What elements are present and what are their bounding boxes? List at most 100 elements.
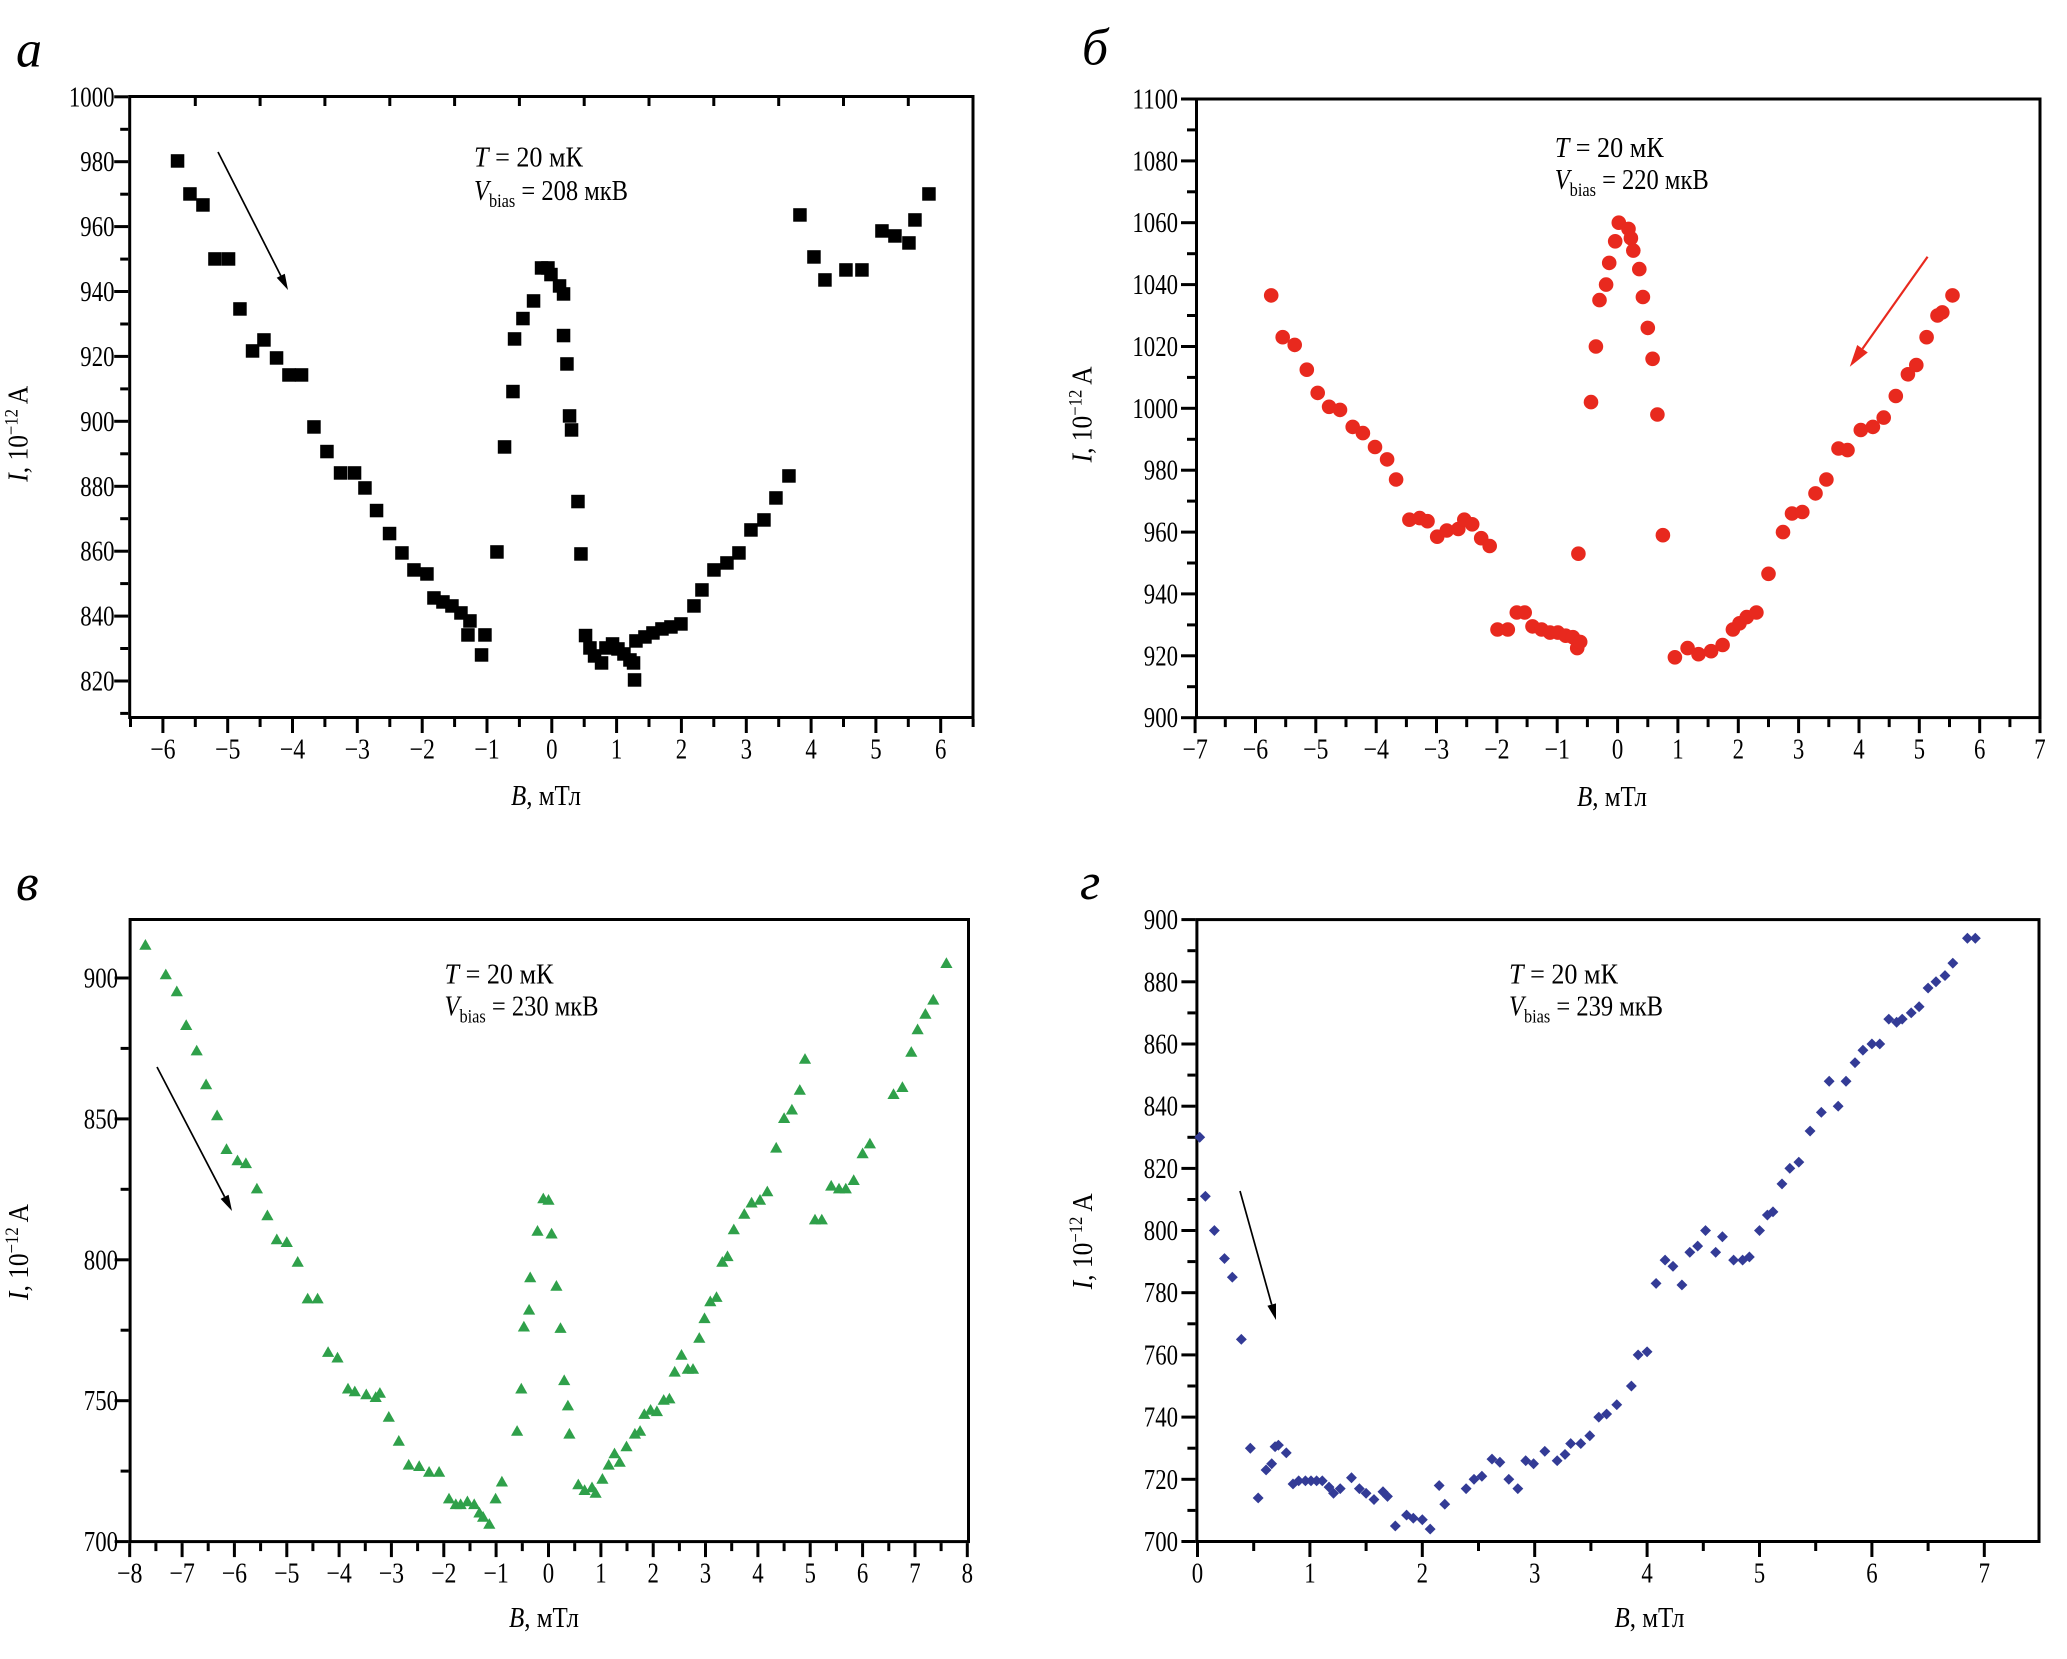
svg-text:−2: −2 bbox=[1484, 735, 1509, 766]
svg-text:800: 800 bbox=[84, 1245, 118, 1276]
svg-text:4: 4 bbox=[1853, 735, 1864, 766]
svg-text:−2: −2 bbox=[431, 1559, 456, 1590]
svg-text:6: 6 bbox=[1974, 735, 1985, 766]
svg-text:0: 0 bbox=[543, 1559, 554, 1590]
svg-text:Vbias = 239 мкВ: Vbias = 239 мкВ bbox=[1509, 992, 1663, 1028]
svg-text:0: 0 bbox=[546, 735, 557, 766]
svg-text:3: 3 bbox=[1529, 1559, 1540, 1590]
svg-text:5: 5 bbox=[1914, 735, 1925, 766]
svg-text:920: 920 bbox=[1144, 641, 1178, 672]
svg-text:T = 20 мК: T = 20 мК bbox=[1509, 959, 1619, 990]
svg-text:5: 5 bbox=[805, 1559, 816, 1590]
svg-text:B, мТл: B, мТл bbox=[511, 780, 581, 812]
svg-text:4: 4 bbox=[752, 1559, 763, 1590]
svg-text:3: 3 bbox=[741, 735, 752, 766]
svg-text:5: 5 bbox=[1754, 1559, 1765, 1590]
svg-text:860: 860 bbox=[1144, 1030, 1178, 1061]
svg-text:−5: −5 bbox=[215, 735, 240, 766]
svg-text:1100: 1100 bbox=[1132, 85, 1178, 116]
svg-text:1000: 1000 bbox=[1132, 394, 1178, 425]
svg-text:1: 1 bbox=[595, 1559, 606, 1590]
svg-text:B, мТл: B, мТл bbox=[1615, 1602, 1685, 1634]
svg-text:7: 7 bbox=[909, 1559, 920, 1590]
svg-text:2: 2 bbox=[676, 735, 687, 766]
svg-text:в: в bbox=[16, 855, 39, 912]
svg-text:−8: −8 bbox=[117, 1559, 142, 1590]
svg-text:960: 960 bbox=[80, 212, 114, 243]
svg-text:−2: −2 bbox=[410, 735, 435, 766]
svg-text:700: 700 bbox=[84, 1527, 118, 1558]
svg-text:2: 2 bbox=[648, 1559, 659, 1590]
svg-text:1040: 1040 bbox=[1132, 270, 1178, 301]
svg-text:Vbias = 208 мкВ: Vbias = 208 мкВ bbox=[474, 176, 628, 212]
svg-text:780: 780 bbox=[1144, 1278, 1178, 1309]
svg-text:−7: −7 bbox=[169, 1559, 194, 1590]
svg-text:750: 750 bbox=[84, 1386, 118, 1417]
svg-text:980: 980 bbox=[1144, 456, 1178, 487]
svg-text:1: 1 bbox=[1304, 1559, 1315, 1590]
svg-text:−6: −6 bbox=[1243, 735, 1268, 766]
svg-text:900: 900 bbox=[1144, 703, 1178, 734]
svg-text:940: 940 bbox=[1144, 579, 1178, 610]
svg-text:−1: −1 bbox=[1545, 735, 1570, 766]
svg-text:7: 7 bbox=[2034, 735, 2045, 766]
svg-text:−4: −4 bbox=[1364, 735, 1389, 766]
svg-text:2: 2 bbox=[1417, 1559, 1428, 1590]
svg-text:6: 6 bbox=[1866, 1559, 1877, 1590]
svg-text:960: 960 bbox=[1144, 518, 1178, 549]
svg-text:4: 4 bbox=[805, 735, 816, 766]
svg-text:−5: −5 bbox=[274, 1559, 299, 1590]
svg-text:−3: −3 bbox=[345, 735, 370, 766]
svg-text:880: 880 bbox=[80, 472, 114, 503]
svg-text:1: 1 bbox=[611, 735, 622, 766]
svg-text:760: 760 bbox=[1144, 1340, 1178, 1371]
svg-text:0: 0 bbox=[1612, 735, 1623, 766]
svg-text:Vbias = 230 мкВ: Vbias = 230 мкВ bbox=[445, 992, 599, 1028]
svg-text:740: 740 bbox=[1144, 1403, 1178, 1434]
svg-text:Vbias = 220 мкВ: Vbias = 220 мкВ bbox=[1555, 165, 1709, 201]
svg-text:900: 900 bbox=[1144, 905, 1178, 936]
svg-text:B, мТл: B, мТл bbox=[1577, 781, 1647, 813]
svg-text:−1: −1 bbox=[474, 735, 499, 766]
svg-text:−5: −5 bbox=[1303, 735, 1328, 766]
svg-text:3: 3 bbox=[700, 1559, 711, 1590]
svg-text:4: 4 bbox=[1641, 1559, 1652, 1590]
svg-text:800: 800 bbox=[1144, 1216, 1178, 1247]
svg-text:840: 840 bbox=[80, 602, 114, 633]
svg-text:820: 820 bbox=[80, 667, 114, 698]
svg-text:−1: −1 bbox=[483, 1559, 508, 1590]
svg-text:1: 1 bbox=[1672, 735, 1683, 766]
svg-text:8: 8 bbox=[962, 1559, 973, 1590]
svg-text:900: 900 bbox=[84, 964, 118, 995]
svg-text:900: 900 bbox=[80, 407, 114, 438]
svg-text:T = 20 мК: T = 20 мК bbox=[1555, 133, 1665, 164]
svg-text:T = 20 мК: T = 20 мК bbox=[445, 959, 555, 990]
svg-text:B, мТл: B, мТл bbox=[509, 1602, 579, 1634]
svg-text:7: 7 bbox=[1979, 1559, 1990, 1590]
svg-text:−4: −4 bbox=[280, 735, 305, 766]
svg-text:6: 6 bbox=[935, 735, 946, 766]
svg-text:0: 0 bbox=[1192, 1559, 1203, 1590]
svg-text:1000: 1000 bbox=[69, 82, 115, 113]
svg-text:5: 5 bbox=[870, 735, 881, 766]
svg-text:920: 920 bbox=[80, 342, 114, 373]
svg-text:980: 980 bbox=[80, 147, 114, 178]
svg-text:г: г bbox=[1080, 854, 1100, 911]
svg-text:880: 880 bbox=[1144, 967, 1178, 998]
svg-text:850: 850 bbox=[84, 1104, 118, 1135]
svg-text:−6: −6 bbox=[150, 735, 175, 766]
svg-text:T = 20 мК: T = 20 мК bbox=[474, 143, 584, 174]
svg-text:б: б bbox=[1082, 20, 1110, 77]
svg-text:a: a bbox=[16, 22, 42, 79]
svg-text:1060: 1060 bbox=[1132, 208, 1178, 239]
svg-text:−3: −3 bbox=[1424, 735, 1449, 766]
svg-text:820: 820 bbox=[1144, 1154, 1178, 1185]
svg-text:1080: 1080 bbox=[1132, 146, 1178, 177]
svg-text:3: 3 bbox=[1793, 735, 1804, 766]
svg-text:940: 940 bbox=[80, 277, 114, 308]
svg-text:−7: −7 bbox=[1182, 735, 1207, 766]
svg-text:720: 720 bbox=[1144, 1465, 1178, 1496]
svg-text:700: 700 bbox=[1144, 1527, 1178, 1558]
svg-text:−4: −4 bbox=[326, 1559, 351, 1590]
svg-text:1020: 1020 bbox=[1132, 332, 1178, 363]
